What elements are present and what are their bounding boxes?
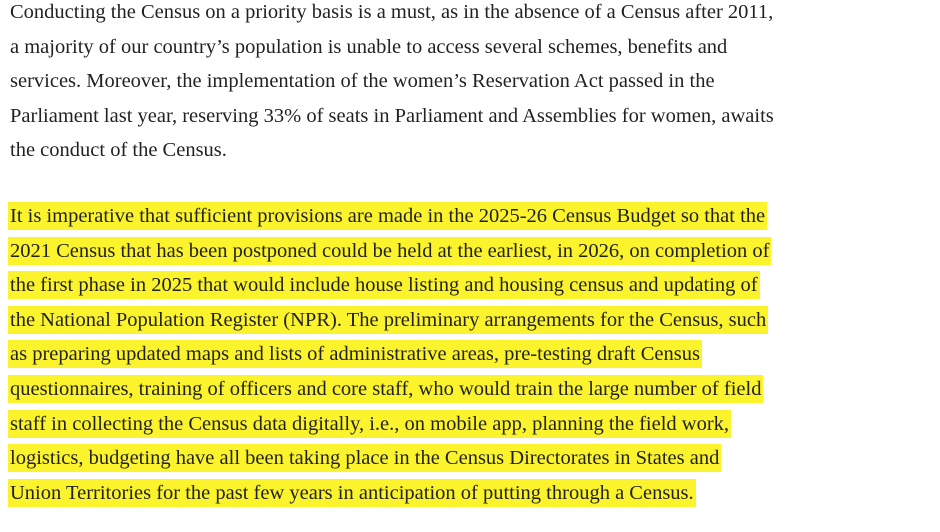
highlighted-text-line: It is imperative that sufficient provisi…: [8, 202, 768, 230]
highlighted-text-line: the first phase in 2025 that would inclu…: [8, 271, 760, 300]
text-line: the conduct of the Census.: [10, 139, 227, 162]
highlighted-text-line: questionnaires, training of officers and…: [8, 375, 764, 403]
highlighted-text-line: staff in collecting the Census data digi…: [8, 409, 732, 438]
highlighted-text-line: logistics, budgeting have all been takin…: [8, 444, 722, 473]
text-line: Parliament last year, reserving 33% of s…: [10, 104, 774, 127]
text-line: Conducting the Census on a priority basi…: [10, 1, 774, 23]
text-line: services. Moreover, the implementation o…: [10, 70, 715, 93]
text-line: a majority of our country’s population i…: [10, 35, 728, 58]
highlighted-text-line: Union Territories for the past few years…: [8, 478, 696, 507]
highlighted-text-line: the National Population Register (NPR). …: [8, 305, 769, 334]
highlighted-text-line: 2021 Census that has been postponed coul…: [8, 236, 772, 265]
highlighted-text-line: as preparing updated maps and lists of a…: [8, 340, 702, 369]
